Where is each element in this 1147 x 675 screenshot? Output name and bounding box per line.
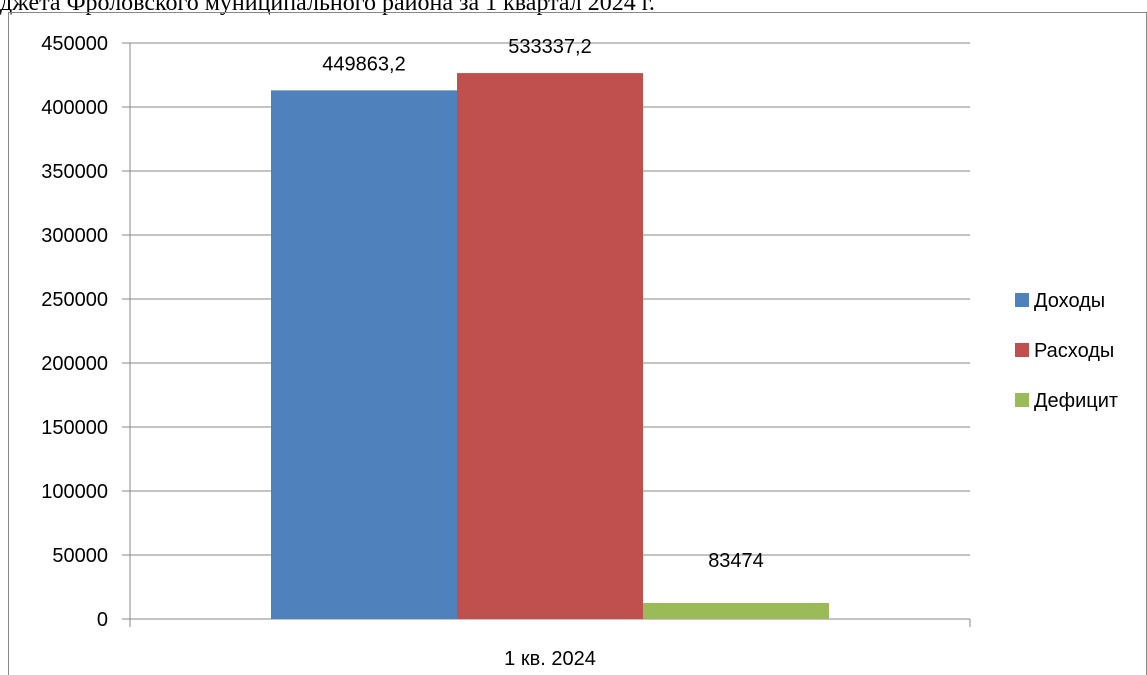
y-tick-label: 350000 (41, 161, 108, 183)
bar-Дефицит (643, 603, 829, 619)
legend-swatch (1015, 293, 1029, 307)
bar-Расходы (457, 73, 643, 619)
legend-label: Доходы (1034, 290, 1105, 312)
y-tick-label: 250000 (41, 289, 108, 311)
y-tick-label: 400000 (41, 97, 108, 119)
legend-label: Дефицит (1034, 390, 1118, 412)
data-label: 449863,2 (322, 53, 405, 75)
y-tick-label: 200000 (41, 353, 108, 375)
y-tick-label: 100000 (41, 481, 108, 503)
x-category-label: 1 кв. 2024 (504, 648, 596, 670)
data-label: 533337,2 (508, 36, 591, 58)
y-tick-label: 450000 (41, 33, 108, 55)
y-tick-label: 0 (97, 609, 108, 631)
y-tick-label: 150000 (41, 417, 108, 439)
y-tick-label: 300000 (41, 225, 108, 247)
data-label: 83474 (708, 550, 764, 572)
bar-Доходы (271, 90, 457, 620)
legend-label: Расходы (1034, 340, 1114, 362)
legend-swatch (1015, 393, 1029, 407)
y-tick-label: 50000 (52, 545, 108, 567)
legend-swatch (1015, 343, 1029, 357)
